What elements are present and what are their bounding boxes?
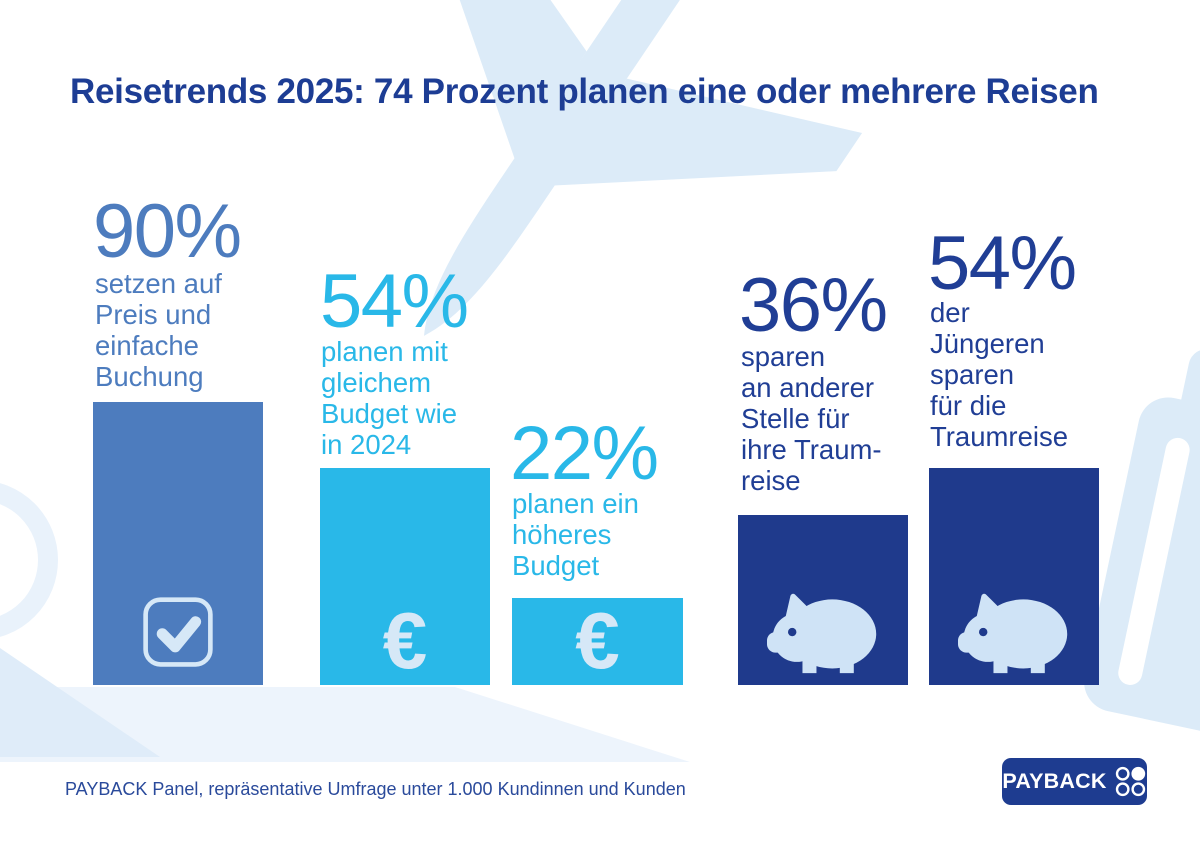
stat-line: Budget wie [321, 398, 458, 429]
checkmark-icon [143, 597, 213, 667]
euro-icon: € [575, 596, 620, 685]
source-note: PAYBACK Panel, repräsentative Umfrage un… [65, 779, 686, 799]
stat-line: höheres [512, 519, 612, 550]
stat-line: Jüngeren [930, 328, 1045, 359]
stat-line: ihre Traum- [741, 434, 882, 465]
bar-36-percent [738, 515, 908, 685]
payback-logo-text: PAYBACK [1002, 769, 1107, 793]
piggy-bank-icon [958, 593, 1068, 674]
stat-description-54-younger: der Jüngeren sparen für die Traumreise [930, 297, 1068, 452]
piggy-bank-icon [767, 593, 877, 674]
stat-line: sparen [741, 341, 826, 372]
stat-line: Buchung [95, 361, 204, 392]
location-pin-icon [0, 483, 58, 637]
stat-description-36: sparen an anderer Stelle für ihre Traum-… [741, 341, 882, 496]
stat-description-22: planen ein höheres Budget [512, 488, 639, 581]
stat-description-54-budget: planen mit gleichem Budget wie in 2024 [321, 336, 457, 460]
stat-line: setzen auf [95, 268, 222, 299]
stat-value-54-younger: 54% [928, 221, 1077, 306]
payback-logo: PAYBACK [1002, 758, 1147, 805]
stat-line: planen mit [321, 336, 448, 367]
stat-value-22: 22% [510, 411, 659, 496]
stat-description-90: setzen auf Preis und einfache Buchung [95, 268, 222, 392]
stat-line: planen ein [512, 488, 639, 519]
stat-line: Preis und [95, 299, 212, 330]
suitcase-icon [1084, 349, 1200, 739]
stat-value-36: 36% [739, 263, 888, 348]
stat-value-90: 90% [93, 189, 242, 274]
bar-54-budget: € [320, 468, 490, 685]
euro-icon: € [382, 596, 428, 685]
bar-90-percent [93, 402, 263, 685]
stat-line: Budget [512, 550, 600, 581]
airplane-icon [422, 0, 863, 336]
wing-shape [0, 648, 690, 762]
stat-line: der [930, 297, 970, 328]
stat-line: Stelle für [741, 403, 850, 434]
stat-line: für die [930, 390, 1007, 421]
payback-logo-dots-icon [1115, 766, 1145, 797]
stat-line: gleichem [321, 367, 432, 398]
stat-line: reise [741, 465, 801, 496]
stat-line: einfache [95, 330, 199, 361]
bar-22-percent: € [512, 598, 683, 685]
page-title: Reisetrends 2025: 74 Prozent planen eine… [70, 72, 1099, 111]
stat-line: an anderer [741, 372, 875, 403]
stat-line: Traumreise [930, 421, 1069, 452]
stat-line: in 2024 [321, 429, 412, 460]
stat-line: sparen [930, 359, 1015, 390]
bar-54-younger [929, 468, 1099, 685]
stat-value-54-budget: 54% [320, 259, 469, 344]
